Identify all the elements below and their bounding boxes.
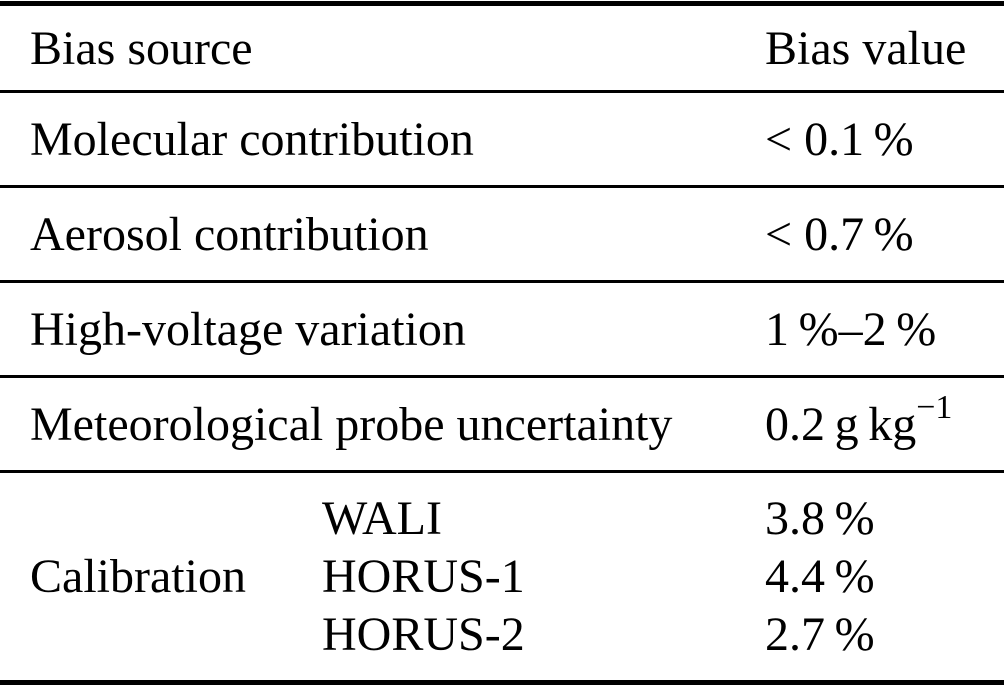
- table-row: Molecular contribution < 0.1 %: [0, 93, 1004, 188]
- table-row: High-voltage variation 1 %–2 %: [0, 283, 1004, 378]
- row-label-aerosol: Aerosol contribution: [30, 207, 429, 261]
- row-value-aerosol: < 0.7 %: [765, 207, 914, 261]
- row-label-high-voltage: High-voltage variation: [30, 302, 466, 356]
- calibration-group-row: Calibration WALI HORUS-1 HORUS-2 3.8 % 4…: [0, 473, 1004, 680]
- calibration-value-horus-1: 4.4 %: [765, 549, 875, 603]
- row-label-calibration: Calibration: [30, 550, 246, 603]
- table-row: Aerosol contribution < 0.7 %: [0, 188, 1004, 283]
- table-row: Meteorological probe uncertainty 0.2 g k…: [0, 378, 1004, 473]
- calibration-instrument-horus-2: HORUS-2: [322, 607, 525, 661]
- row-label-molecular: Molecular contribution: [30, 112, 474, 166]
- column-header-bias-source: Bias source: [30, 21, 253, 75]
- calibration-instrument-wali: WALI: [322, 491, 442, 545]
- row-label-meteorological: Meteorological probe uncertainty: [30, 397, 673, 451]
- unit-value: 0.2 g kg: [765, 397, 917, 451]
- unit-exponent: −1: [916, 388, 953, 426]
- calibration-value-horus-2: 2.7 %: [765, 607, 875, 661]
- row-value-meteorological: 0.2 g kg−1: [765, 390, 1004, 452]
- row-value-high-voltage: 1 %–2 %: [765, 302, 937, 356]
- row-value-molecular: < 0.1 %: [765, 112, 914, 166]
- calibration-value-wali: 3.8 %: [765, 491, 875, 545]
- calibration-value-list: 3.8 % 4.4 % 2.7 %: [765, 490, 1004, 664]
- table-header-row: Bias source Bias value: [0, 6, 1004, 93]
- calibration-instrument-horus-1: HORUS-1: [322, 549, 525, 603]
- calibration-instrument-list: WALI HORUS-1 HORUS-2: [322, 490, 765, 664]
- column-header-bias-value: Bias value: [765, 21, 967, 75]
